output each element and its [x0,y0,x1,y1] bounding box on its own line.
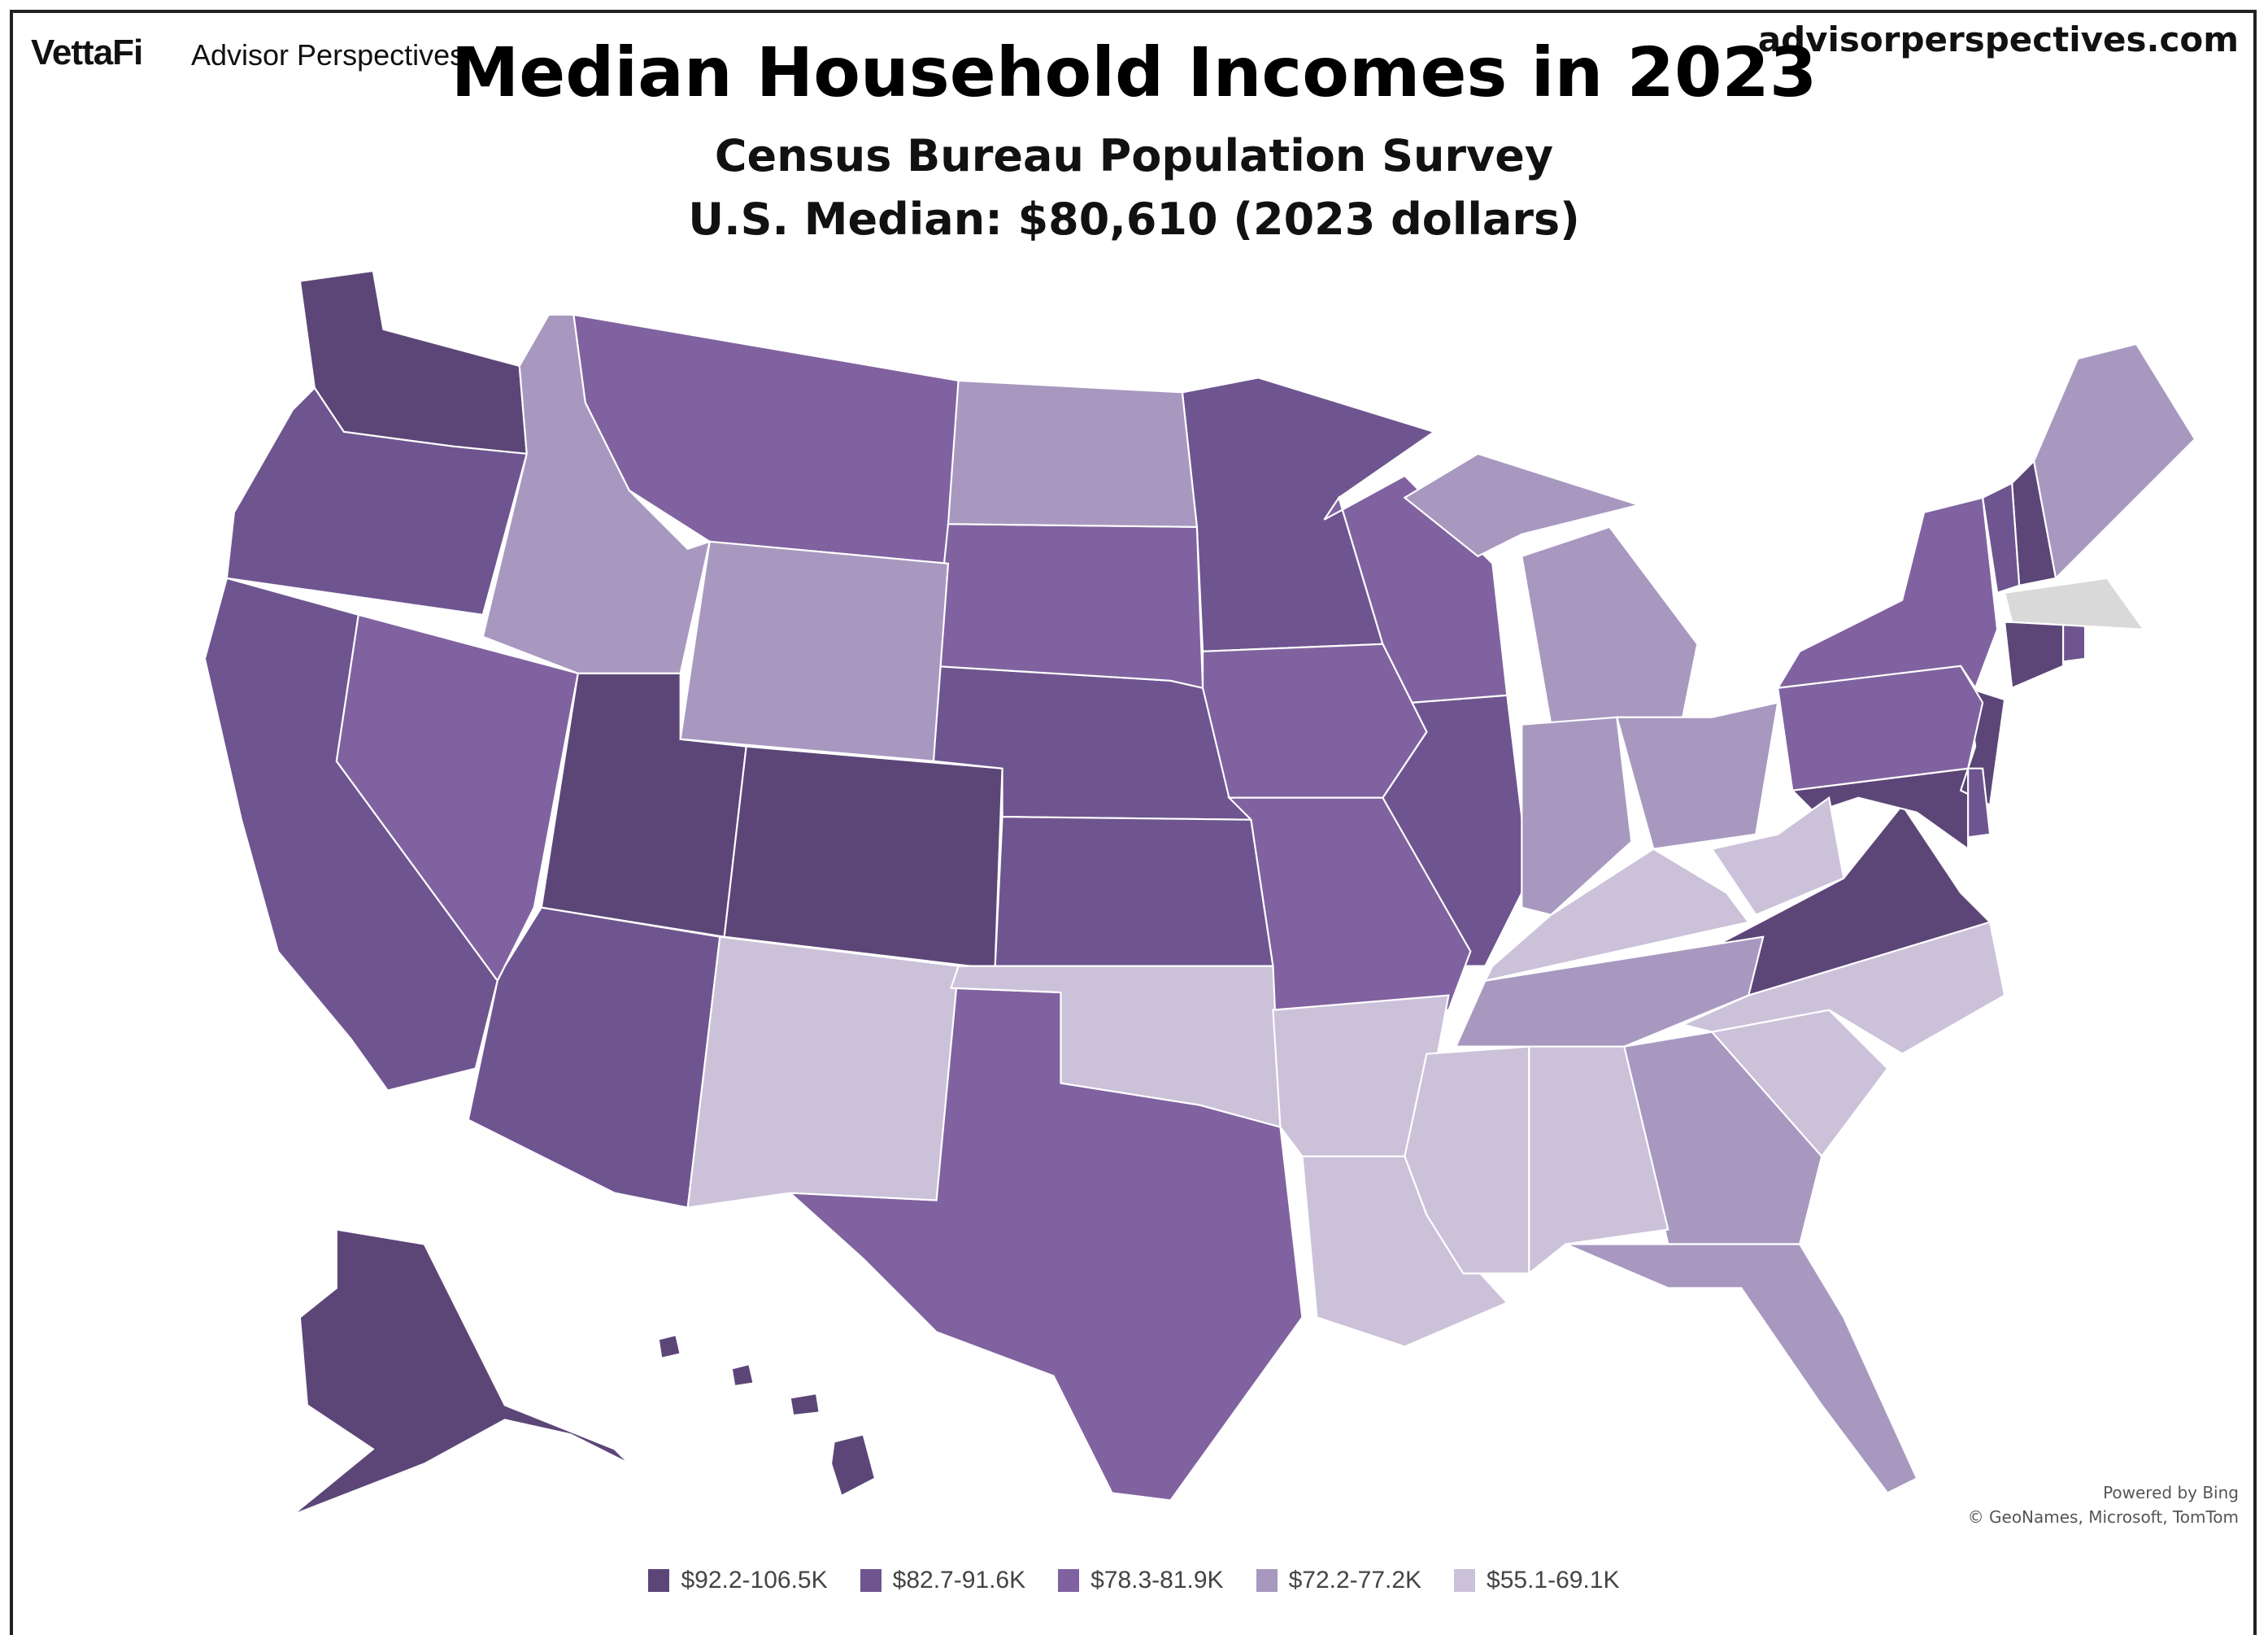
state-ky [1483,848,1751,983]
legend-swatch [860,1569,882,1592]
state-mi [1403,452,1699,726]
legend: $92.2-106.5K $82.7-91.6K $78.3-81.9K $72… [0,1567,2268,1594]
state-de [1967,767,1992,839]
state-ok [950,965,1282,1128]
legend-label: $55.1-69.1K [1487,1567,1620,1594]
legend-swatch [1058,1569,1080,1592]
state-pa [1776,665,1984,791]
state-shape [2003,621,2065,690]
state-shape [481,313,712,674]
state-in [1521,716,1633,916]
state-shape [292,1228,630,1516]
page-title: Median Household Incomes in 2023 [451,33,1817,112]
state-nc [1679,921,2006,1055]
state-shape [1528,1045,1669,1275]
state-shape [1521,716,1633,916]
state-shape [1981,482,2021,595]
state-shape [225,386,529,616]
state-id [481,313,712,674]
state-nd [947,379,1199,528]
frame-border [10,10,2257,1635]
state-ks [994,816,1274,970]
legend-swatch [1454,1569,1476,1592]
state-shape [730,1362,755,1388]
legend-label: $92.2-106.5K [681,1567,828,1594]
state-shape [1483,848,1751,983]
legend-item: $92.2-106.5K [648,1567,828,1594]
legend-swatch [648,1569,670,1592]
legend-item: $72.2-77.2K [1256,1567,1421,1594]
state-shape [1679,921,2006,1055]
state-wy [679,540,950,762]
state-vt [1981,482,2021,595]
state-shape [1521,525,1699,726]
legend-item: $78.3-81.9K [1058,1567,1224,1594]
state-al [1528,1045,1669,1275]
state-ak [292,1228,630,1516]
subtitle-median: U.S. Median: $80,610 (2023 dollars) [688,194,1580,245]
subtitle: Census Bureau Population Survey [714,130,1554,181]
state-shape [1967,767,1992,839]
legend-label: $82.7-91.6K [892,1567,1026,1594]
copyright: © GeoNames, Microsoft, TomTom [1967,1507,2239,1527]
state-ia [1201,643,1428,799]
state-shape [686,935,960,1209]
state-shape [2003,577,2146,630]
state-shape [1565,1243,1918,1494]
state-shape [1201,643,1428,799]
state-shape [1776,496,1999,691]
state-shape [723,745,1003,970]
state-fl [1565,1243,1918,1494]
state-shape [1710,796,1845,916]
state-shape [994,816,1274,970]
state-shape [789,1392,821,1417]
state-hi [657,1333,877,1498]
powered-by: Powered by Bing [2103,1483,2239,1502]
brand-name: Advisor Perspectives [191,38,465,72]
map-attribution: Powered by Bing © GeoNames, Microsoft, T… [1968,1480,2239,1529]
state-shape [2062,621,2087,663]
state-ny [1776,496,1999,691]
legend-label: $78.3-81.9K [1090,1567,1224,1594]
state-me [2032,342,2196,581]
state-oh [1615,701,1779,850]
legend-item: $82.7-91.6K [860,1567,1025,1594]
state-or [225,386,529,616]
site-url: advisorperspectives.com [1757,20,2239,59]
state-shape [1776,665,1984,791]
state-shape [829,1433,877,1498]
state-sd [932,523,1204,690]
state-shape [950,965,1282,1128]
state-co [723,745,1003,970]
legend-swatch [1256,1569,1278,1592]
state-shape [657,1333,681,1360]
state-shape [947,379,1199,528]
state-ma [2003,577,2146,630]
state-shape [1615,701,1779,850]
state-shape [679,540,950,762]
state-ct [2003,621,2065,690]
state-nm [686,935,960,1209]
state-shape [1403,452,1643,558]
vettafi-logo: VettaFi [31,33,143,72]
state-wv [1710,796,1845,916]
state-ri [2062,621,2087,663]
state-shape [2032,342,2196,581]
legend-label: $72.2-77.2K [1288,1567,1422,1594]
legend-item: $55.1-69.1K [1454,1567,1620,1594]
state-shape [932,523,1204,690]
